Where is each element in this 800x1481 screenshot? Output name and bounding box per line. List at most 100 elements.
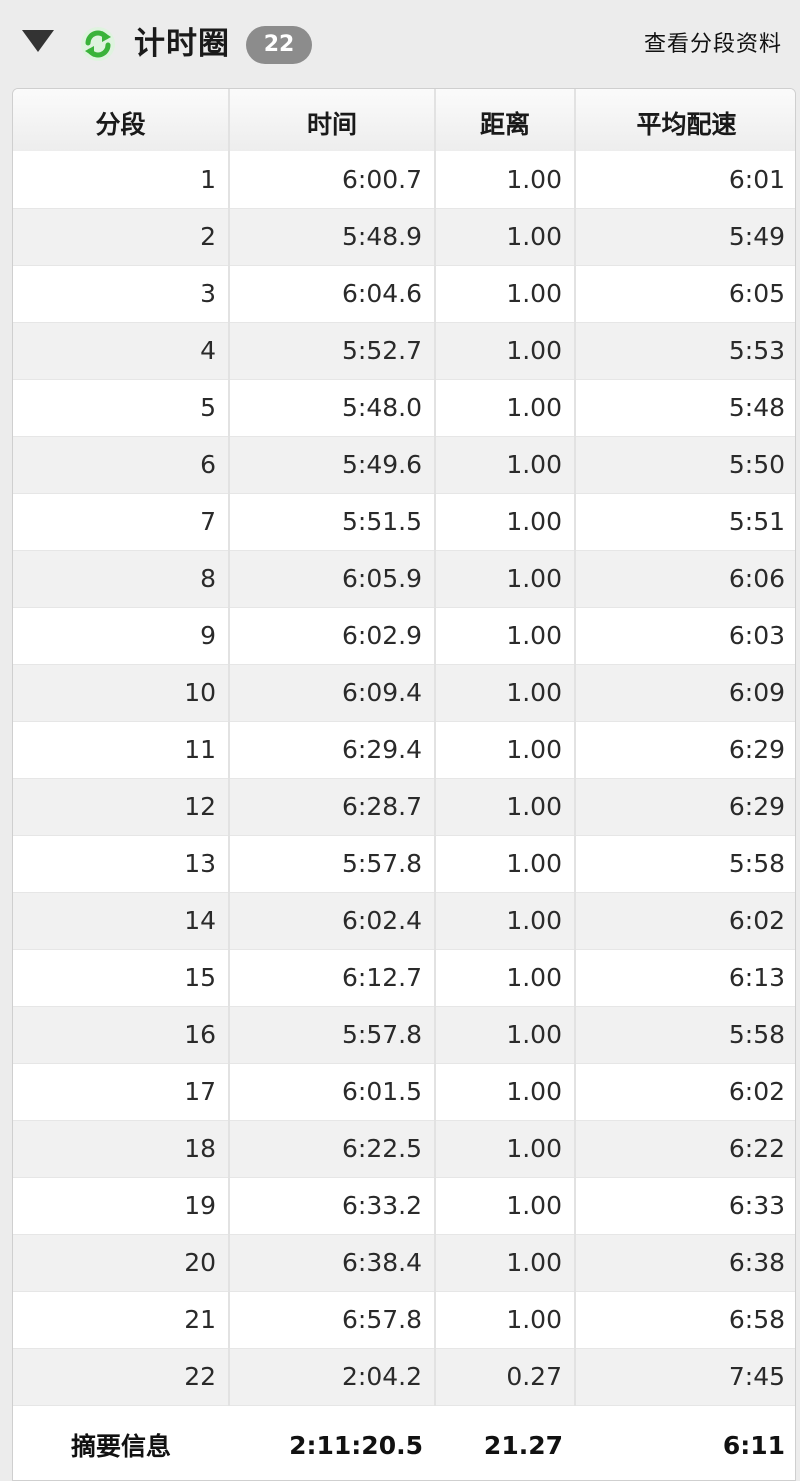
lap-time-cell: 6:02.9 <box>229 607 436 665</box>
table-row[interactable]: 3 6:04.6 1.00 6:05 <box>13 265 795 323</box>
table-row[interactable]: 13 5:57.8 1.00 5:58 <box>13 835 795 893</box>
lap-distance-cell: 1.00 <box>435 607 576 665</box>
lap-distance-cell: 1.00 <box>435 265 576 323</box>
lap-distance-cell: 1.00 <box>435 1063 576 1121</box>
lap-distance-cell: 1.00 <box>435 949 576 1007</box>
lap-distance-cell: 1.00 <box>435 493 576 551</box>
lap-distance-cell: 1.00 <box>435 1006 576 1064</box>
lap-distance-cell: 1.00 <box>435 151 576 209</box>
table-row[interactable]: 1 6:00.7 1.00 6:01 <box>13 151 795 209</box>
lap-number-cell: 11 <box>13 721 230 779</box>
table-row[interactable]: 21 6:57.8 1.00 6:58 <box>13 1291 795 1349</box>
lap-distance-cell: 1.00 <box>435 1234 576 1292</box>
lap-number-cell: 16 <box>13 1006 230 1064</box>
lap-distance-cell: 1.00 <box>435 892 576 950</box>
lap-time-cell: 5:52.7 <box>229 322 436 380</box>
lap-number-cell: 17 <box>13 1063 230 1121</box>
view-splits-link[interactable]: 查看分段资料 <box>643 32 782 57</box>
lap-time-cell: 6:22.5 <box>229 1120 436 1178</box>
summary-label: 摘要信息 <box>13 1405 229 1480</box>
lap-time-cell: 6:33.2 <box>229 1177 436 1235</box>
lap-number-cell: 10 <box>13 664 230 722</box>
lap-time-cell: 5:49.6 <box>229 436 436 494</box>
column-header-time[interactable]: 时间 <box>229 89 436 151</box>
column-header-distance[interactable]: 距离 <box>435 89 576 151</box>
lap-number-cell: 8 <box>13 550 230 608</box>
table-row[interactable]: 6 5:49.6 1.00 5:50 <box>13 436 795 494</box>
lap-number-cell: 5 <box>13 379 230 437</box>
lap-pace-cell: 6:02 <box>575 892 795 950</box>
lap-number-cell: 3 <box>13 265 230 323</box>
lap-number-cell: 12 <box>13 778 230 836</box>
lap-time-cell: 5:48.0 <box>229 379 436 437</box>
lap-number-cell: 4 <box>13 322 230 380</box>
table-row[interactable]: 9 6:02.9 1.00 6:03 <box>13 607 795 665</box>
collapse-toggle[interactable] <box>18 24 58 60</box>
table-row[interactable]: 16 5:57.8 1.00 5:58 <box>13 1006 795 1064</box>
table-row[interactable]: 15 6:12.7 1.00 6:13 <box>13 949 795 1007</box>
lap-number-cell: 6 <box>13 436 230 494</box>
lap-distance-cell: 1.00 <box>435 322 576 380</box>
lap-pace-cell: 6:33 <box>575 1177 795 1235</box>
summary-pace: 6:11 <box>575 1405 795 1480</box>
lap-time-cell: 5:57.8 <box>229 835 436 893</box>
laps-table: 分段 时间 距离 平均配速 1 6:00.7 1.00 6:01 2 5:48.9 1.00… <box>13 89 795 1480</box>
lap-pace-cell: 6:58 <box>575 1291 795 1349</box>
lap-number-cell: 15 <box>13 949 230 1007</box>
table-row[interactable]: 14 6:02.4 1.00 6:02 <box>13 892 795 950</box>
summary-time: 2:11:20.5 <box>229 1405 435 1480</box>
table-row[interactable]: 10 6:09.4 1.00 6:09 <box>13 664 795 722</box>
lap-distance-cell: 1.00 <box>435 778 576 836</box>
table-row[interactable]: 22 2:04.2 0.27 7:45 <box>13 1348 795 1406</box>
laps-header: 计时圈 22 查看分段资料 <box>0 0 800 88</box>
table-row[interactable]: 7 5:51.5 1.00 5:51 <box>13 493 795 551</box>
lap-time-cell: 6:05.9 <box>229 550 436 608</box>
column-header-lap[interactable]: 分段 <box>13 89 230 151</box>
lap-distance-cell: 1.00 <box>435 721 576 779</box>
lap-time-cell: 6:00.7 <box>229 151 436 209</box>
lap-pace-cell: 5:49 <box>575 208 795 266</box>
lap-pace-cell: 5:51 <box>575 493 795 551</box>
summary-distance: 21.27 <box>435 1405 575 1480</box>
table-row[interactable]: 11 6:29.4 1.00 6:29 <box>13 721 795 779</box>
lap-distance-cell: 1.00 <box>435 1120 576 1178</box>
lap-number-cell: 2 <box>13 208 230 266</box>
table-row[interactable]: 2 5:48.9 1.00 5:49 <box>13 208 795 266</box>
lap-number-cell: 1 <box>13 151 230 209</box>
refresh-icon <box>81 27 115 61</box>
lap-distance-cell: 1.00 <box>435 1291 576 1349</box>
lap-number-cell: 19 <box>13 1177 230 1235</box>
table-row[interactable]: 12 6:28.7 1.00 6:29 <box>13 778 795 836</box>
table-row[interactable]: 18 6:22.5 1.00 6:22 <box>13 1120 795 1178</box>
lap-count-badge: 22 <box>246 26 312 64</box>
lap-pace-cell: 5:53 <box>575 322 795 380</box>
collapse-triangle-icon[interactable] <box>22 30 54 52</box>
table-row[interactable]: 4 5:52.7 1.00 5:53 <box>13 322 795 380</box>
lap-time-cell: 6:02.4 <box>229 892 436 950</box>
lap-distance-cell: 1.00 <box>435 835 576 893</box>
table-row[interactable]: 17 6:01.5 1.00 6:02 <box>13 1063 795 1121</box>
table-header-row: 分段 时间 距离 平均配速 <box>13 89 795 151</box>
lap-distance-cell: 1.00 <box>435 208 576 266</box>
lap-number-cell: 9 <box>13 607 230 665</box>
lap-time-cell: 6:29.4 <box>229 721 436 779</box>
table-row[interactable]: 5 5:48.0 1.00 5:48 <box>13 379 795 437</box>
lap-pace-cell: 5:50 <box>575 436 795 494</box>
table-row[interactable]: 8 6:05.9 1.00 6:06 <box>13 550 795 608</box>
lap-time-cell: 6:04.6 <box>229 265 436 323</box>
lap-pace-cell: 6:02 <box>575 1063 795 1121</box>
lap-pace-cell: 6:13 <box>575 949 795 1007</box>
lap-distance-cell: 1.00 <box>435 436 576 494</box>
column-header-avg-pace[interactable]: 平均配速 <box>575 89 795 151</box>
lap-number-cell: 21 <box>13 1291 230 1349</box>
table-row[interactable]: 20 6:38.4 1.00 6:38 <box>13 1234 795 1292</box>
lap-pace-cell: 5:48 <box>575 379 795 437</box>
lap-number-cell: 7 <box>13 493 230 551</box>
lap-pace-cell: 6:03 <box>575 607 795 665</box>
lap-number-cell: 13 <box>13 835 230 893</box>
lap-pace-cell: 6:38 <box>575 1234 795 1292</box>
lap-time-cell: 5:48.9 <box>229 208 436 266</box>
lap-distance-cell: 1.00 <box>435 664 576 722</box>
lap-distance-cell: 0.27 <box>435 1348 576 1406</box>
table-row[interactable]: 19 6:33.2 1.00 6:33 <box>13 1177 795 1235</box>
